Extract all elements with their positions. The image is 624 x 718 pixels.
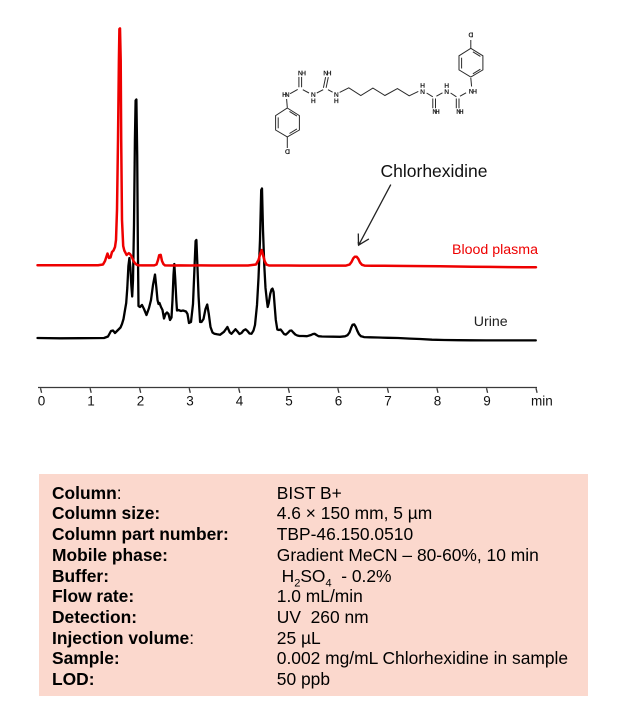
svg-text:N: N xyxy=(444,89,449,96)
svg-text:6: 6 xyxy=(335,394,343,409)
svg-text:NH: NH xyxy=(456,109,463,116)
svg-text:Cl: Cl xyxy=(285,149,290,156)
svg-text:9: 9 xyxy=(483,394,491,409)
svg-text:5: 5 xyxy=(285,394,293,409)
svg-text:H: H xyxy=(334,98,339,105)
svg-text:7: 7 xyxy=(384,394,392,409)
svg-text:Cl: Cl xyxy=(468,32,473,39)
svg-text:N: N xyxy=(334,92,339,99)
svg-text:Chlorhexidine: Chlorhexidine xyxy=(381,161,488,181)
svg-text:H: H xyxy=(420,83,425,90)
svg-text:min: min xyxy=(531,394,553,409)
svg-text:H: H xyxy=(311,98,316,105)
svg-text:NH: NH xyxy=(323,70,331,77)
svg-text:3: 3 xyxy=(186,394,194,409)
svg-text:NH: NH xyxy=(469,89,477,96)
svg-text:0: 0 xyxy=(38,394,46,409)
svg-text:NH: NH xyxy=(298,70,306,77)
svg-text:HN: HN xyxy=(282,92,290,99)
svg-text:H: H xyxy=(444,83,449,90)
svg-text:N: N xyxy=(311,92,316,99)
svg-text:N: N xyxy=(420,89,425,96)
svg-text:Blood plasma: Blood plasma xyxy=(452,242,538,258)
svg-text:Urine: Urine xyxy=(474,314,508,330)
svg-text:4: 4 xyxy=(236,394,244,409)
svg-text:2: 2 xyxy=(137,394,145,409)
svg-text:NH: NH xyxy=(432,109,439,116)
svg-text:8: 8 xyxy=(434,394,442,409)
svg-text:1: 1 xyxy=(87,394,95,409)
